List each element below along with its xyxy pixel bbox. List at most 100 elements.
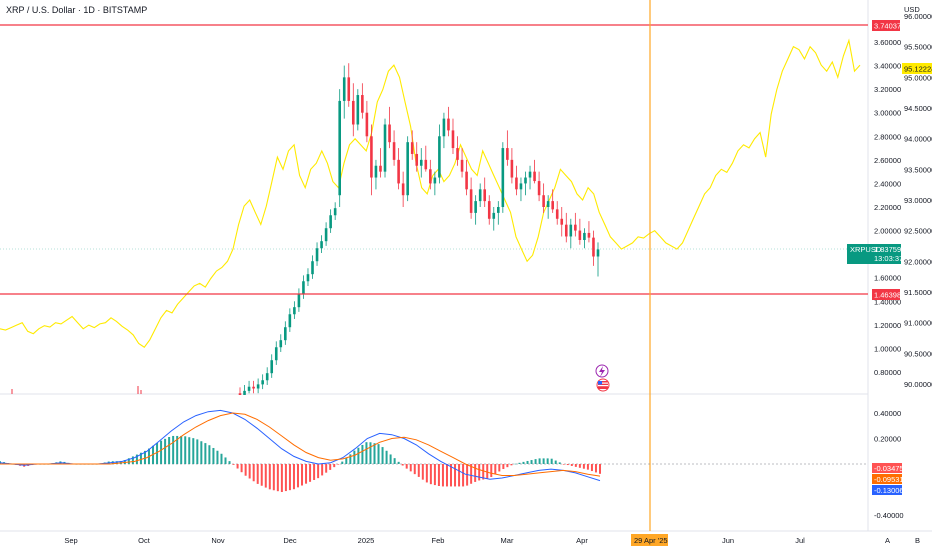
candle-body	[238, 393, 242, 395]
candle-body	[438, 136, 441, 178]
overlay-tick-label: 90.00000	[904, 380, 932, 389]
candle-body	[533, 171, 536, 182]
candle-body	[293, 307, 296, 315]
histogram-bar	[204, 443, 207, 464]
lightning-event-icon[interactable]	[595, 364, 609, 378]
histogram-bar	[409, 464, 412, 472]
log-scale-button[interactable]: B	[915, 536, 920, 545]
histogram-bar	[284, 464, 287, 492]
auto-scale-button[interactable]: A	[885, 536, 890, 545]
time-axis-ticks[interactable]: Sep Oct Nov Dec 2025 Feb Mar Apr Jun Jul	[64, 536, 805, 545]
candle-body	[546, 201, 550, 207]
candle-body	[374, 165, 378, 178]
overlay-axis-ticks[interactable]: 96.00000 95.50000 95.00000 94.50000 94.00000…	[904, 12, 932, 389]
histogram-bar	[538, 458, 541, 464]
histogram-bar	[546, 458, 549, 464]
histogram-bar	[429, 464, 432, 485]
overlay-tick-label: 93.00000	[904, 196, 932, 205]
lower-level-badge: 1.46398	[872, 289, 901, 300]
histogram-bar	[397, 461, 400, 464]
candle-body	[578, 230, 582, 240]
histogram-bar	[574, 464, 577, 467]
histogram-bar	[441, 464, 444, 487]
price-tick-label: 2.60000	[874, 156, 901, 165]
candle-body	[592, 237, 595, 257]
time-tick-label: Jun	[722, 536, 734, 545]
candle-body	[302, 281, 305, 295]
overlay-line	[0, 38, 861, 348]
histogram-bar	[389, 454, 392, 464]
candle-body	[356, 95, 360, 125]
macd-axis-ticks[interactable]: 0.40000 0.20000 -0.40000	[874, 409, 904, 520]
histogram-bar	[333, 464, 336, 468]
histogram-bar	[486, 464, 489, 479]
histogram-bar	[264, 464, 267, 488]
candle-body	[306, 274, 310, 282]
histogram-bar	[599, 464, 601, 474]
histogram-bar	[458, 464, 461, 487]
candle-body	[379, 165, 382, 172]
price-tick-label: 3.00000	[874, 109, 901, 118]
histogram-bar	[208, 445, 211, 464]
macd-badge: -0.13006	[872, 485, 904, 495]
candle-body	[329, 215, 332, 229]
histogram-bar	[417, 464, 420, 477]
histogram-bar	[349, 454, 352, 464]
candle-body	[442, 118, 446, 137]
histogram-bar	[401, 464, 404, 466]
candle-body	[361, 95, 364, 113]
histogram-bar	[168, 437, 171, 464]
histogram-bar	[228, 461, 231, 464]
histogram-bar	[405, 464, 408, 469]
candle-body	[247, 386, 251, 391]
price-tick-label: 2.00000	[874, 227, 901, 236]
overlay-tick-label: 92.00000	[904, 257, 932, 266]
histogram-bar	[220, 453, 223, 464]
histogram-bar	[450, 464, 453, 487]
candle-body	[406, 142, 409, 196]
overlay-tick-label: 92.50000	[904, 227, 932, 236]
macd-line	[0, 409, 601, 482]
overlay-tick-label: 91.50000	[904, 288, 932, 297]
price-tick-label: 1.20000	[874, 321, 901, 330]
candle-body	[583, 232, 586, 240]
histogram-badge: -0.03475	[872, 463, 904, 473]
candle-body	[497, 207, 500, 213]
histogram-bar	[139, 452, 142, 464]
histogram-bar	[437, 464, 440, 487]
candle-body	[551, 201, 554, 210]
last-price: 1.83759	[874, 245, 901, 254]
histogram-bar	[373, 443, 376, 464]
symbol-label: XRPUSD	[850, 245, 882, 254]
symbol-title: XRP / U.S. Dollar · 1D · BITSTAMP	[6, 5, 148, 15]
histogram-bar	[313, 464, 316, 480]
overlay-tick-label: 91.00000	[904, 319, 932, 328]
histogram-bar	[445, 464, 448, 487]
price-axis-ticks[interactable]: 3.60000 3.40000 3.20000 3.00000 2.80000 2.600…	[874, 38, 901, 377]
histogram-bar	[570, 464, 573, 466]
svg-text:1.46398: 1.46398	[874, 291, 901, 300]
histogram-bar	[510, 464, 513, 466]
candle-body	[537, 181, 541, 196]
histogram-bar	[325, 464, 328, 473]
candle-body	[501, 148, 505, 207]
candle-body	[433, 177, 437, 184]
histogram-bar	[425, 464, 428, 483]
histogram-bar	[357, 447, 360, 464]
candle-body	[297, 294, 301, 308]
date-cursor-label: 29 Apr '25	[631, 534, 668, 546]
countdown: 13:03:37	[874, 254, 903, 263]
histogram-bar	[321, 464, 324, 476]
overlay-last-badge: 95.12224	[902, 63, 932, 74]
candle-body	[596, 249, 600, 257]
histogram-bar	[248, 464, 251, 479]
candle-series	[11, 63, 600, 395]
candle-body	[519, 183, 523, 190]
histogram-bar	[143, 450, 146, 464]
us-flag-event-icon[interactable]	[596, 378, 610, 392]
histogram-bar	[160, 440, 163, 464]
histogram-bar	[256, 464, 259, 484]
histogram-bar	[172, 435, 175, 464]
candle-body	[564, 224, 568, 237]
